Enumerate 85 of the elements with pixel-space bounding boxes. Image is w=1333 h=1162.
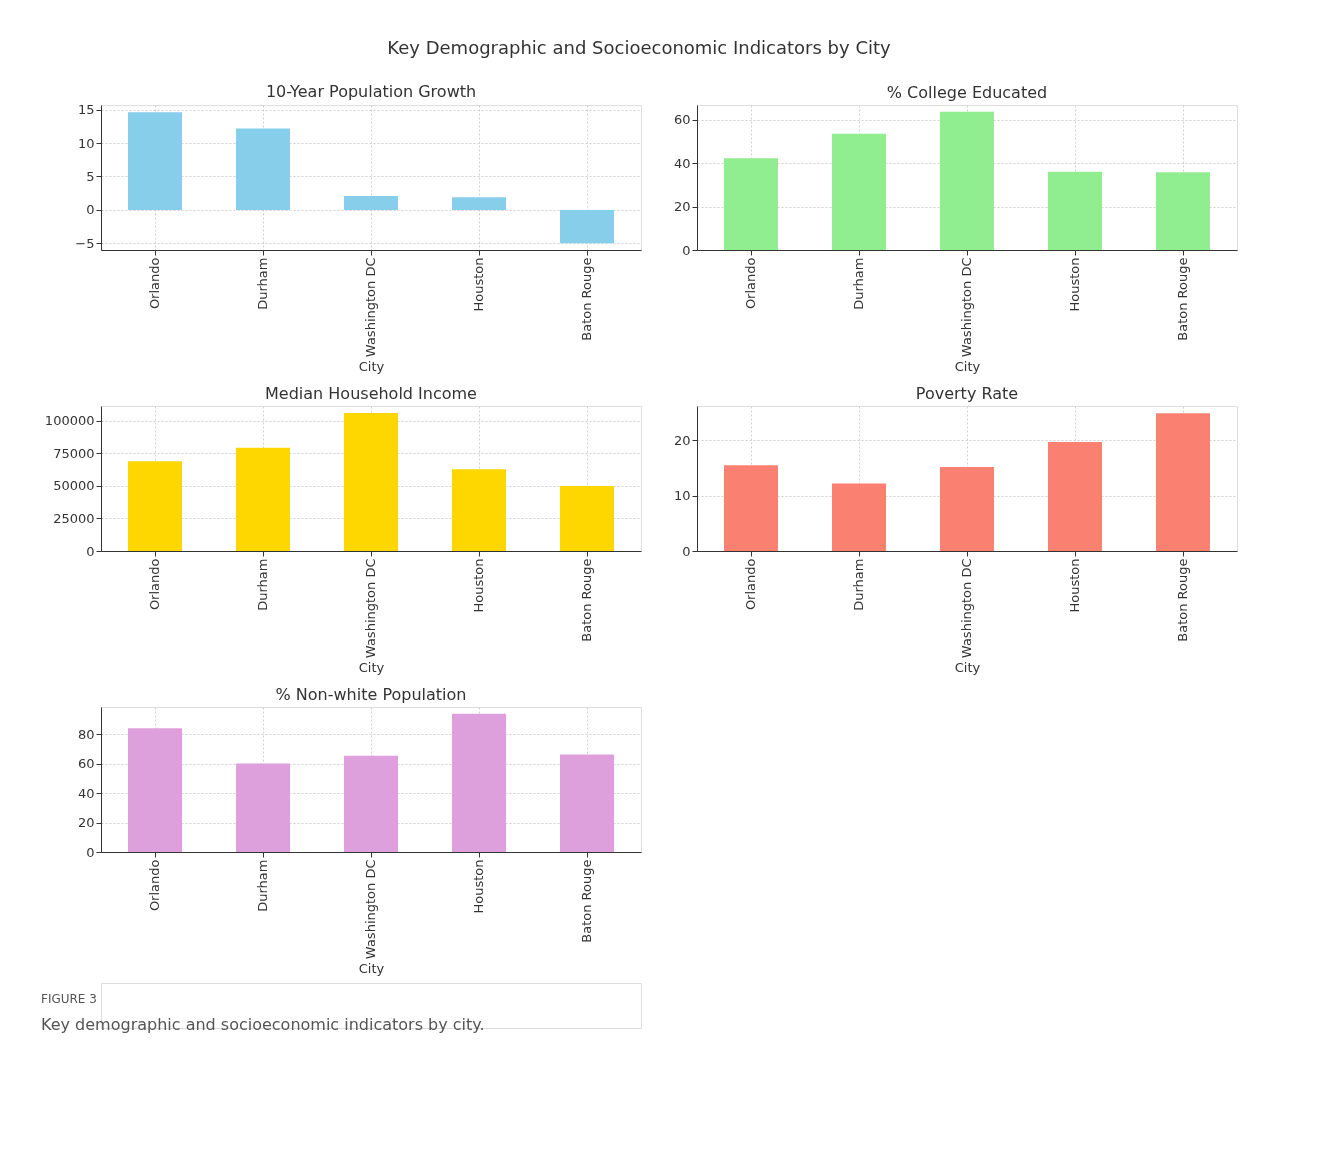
- text: Key demographic and socioeconomic indicators by city.: [41, 1014, 485, 1034]
- x-tick-label: Washington DC: [363, 859, 378, 960]
- x-tick-label: Durham: [851, 558, 866, 611]
- y-tick-label: 5: [86, 169, 95, 184]
- bar: [128, 461, 182, 551]
- bar: [1156, 413, 1210, 551]
- x-tick-label: Baton Rouge: [579, 257, 594, 341]
- bar: [940, 466, 994, 551]
- y-tick-label: 0: [682, 543, 691, 559]
- bar: [560, 754, 614, 852]
- chart-title: Poverty Rate: [915, 384, 1019, 403]
- y-tick-label: 10: [77, 135, 95, 151]
- y-tick-label: 15: [77, 102, 95, 118]
- y-tick-label: 100000: [44, 413, 95, 429]
- x-tick-label: Houston: [471, 257, 486, 312]
- bar: [560, 485, 614, 551]
- bar: [344, 412, 398, 551]
- x-tick-label: Orlando: [743, 257, 758, 310]
- bar: [1048, 171, 1102, 250]
- x-tick-label: Washington DC: [959, 558, 974, 659]
- bar: [128, 112, 182, 210]
- bar: [236, 128, 290, 210]
- chart-title: 10-Year Population Growth: [265, 81, 477, 101]
- x-tick-label: Baton Rouge: [1175, 257, 1190, 341]
- x-axis-title: City: [358, 961, 385, 977]
- y-tick-label: 0: [86, 543, 95, 559]
- x-axis-title: City: [358, 359, 385, 375]
- y-tick-label: −5: [75, 235, 95, 251]
- x-tick-label: Orlando: [147, 859, 162, 912]
- bar: [832, 483, 886, 551]
- bar: [236, 763, 290, 852]
- bar: [1048, 441, 1102, 551]
- chart-title: % Non-white Population: [275, 685, 467, 704]
- y-tick-label: 40: [673, 155, 691, 171]
- x-axis-title: City: [954, 660, 981, 676]
- y-tick-label: 25000: [53, 510, 95, 526]
- x-tick-label: Houston: [1067, 558, 1082, 613]
- x-tick-label: Washington DC: [959, 257, 974, 358]
- y-tick-label: 50000: [53, 478, 95, 494]
- x-tick-label: Washington DC: [363, 558, 378, 659]
- x-tick-label: Orlando: [147, 558, 162, 611]
- bar: [452, 469, 506, 551]
- y-tick-label: 20: [673, 432, 691, 448]
- chart-title: Median Household Income: [265, 384, 477, 403]
- x-tick-label: Washington DC: [363, 257, 378, 358]
- bar: [128, 728, 182, 852]
- x-tick-label: Houston: [1067, 257, 1082, 312]
- x-axis-title: City: [954, 359, 981, 375]
- y-tick-label: 0: [682, 242, 691, 258]
- bar: [832, 133, 886, 250]
- x-tick-label: Orlando: [743, 558, 758, 611]
- x-tick-label: Houston: [471, 859, 486, 914]
- y-tick-label: 60: [673, 112, 691, 128]
- x-tick-label: Baton Rouge: [579, 859, 594, 943]
- caption: FIGURE 3: [41, 992, 97, 1007]
- text: Key Demographic and Socioeconomic Indicators by City: [387, 37, 892, 59]
- x-tick-label: Orlando: [147, 257, 162, 310]
- y-tick-label: 20: [673, 199, 691, 215]
- x-tick-label: Houston: [471, 558, 486, 613]
- x-tick-label: Durham: [851, 257, 866, 310]
- bar: [560, 209, 614, 244]
- bar: [1156, 172, 1210, 250]
- x-tick-label: Durham: [255, 257, 270, 310]
- bar: [344, 755, 398, 852]
- x-axis-title: City: [358, 660, 385, 676]
- y-tick-label: 40: [77, 785, 95, 801]
- y-tick-label: 0: [86, 202, 95, 218]
- bar: [724, 158, 778, 250]
- bar: [940, 111, 994, 250]
- y-tick-label: 75000: [53, 445, 95, 461]
- chart-title: % College Educated: [886, 83, 1048, 102]
- bar: [344, 195, 398, 210]
- bar: [236, 447, 290, 551]
- y-tick-label: 80: [77, 726, 95, 742]
- bar: [452, 713, 506, 852]
- x-tick-label: Baton Rouge: [579, 558, 594, 642]
- x-tick-label: Baton Rouge: [1175, 558, 1190, 642]
- y-tick-label: 10: [673, 488, 691, 504]
- y-tick-label: 20: [77, 815, 95, 831]
- bar: [452, 197, 506, 210]
- y-tick-label: 0: [86, 844, 95, 860]
- x-tick-label: Durham: [255, 859, 270, 912]
- bar: [724, 465, 778, 551]
- x-tick-label: Durham: [255, 558, 270, 611]
- y-tick-label: 60: [77, 756, 95, 772]
